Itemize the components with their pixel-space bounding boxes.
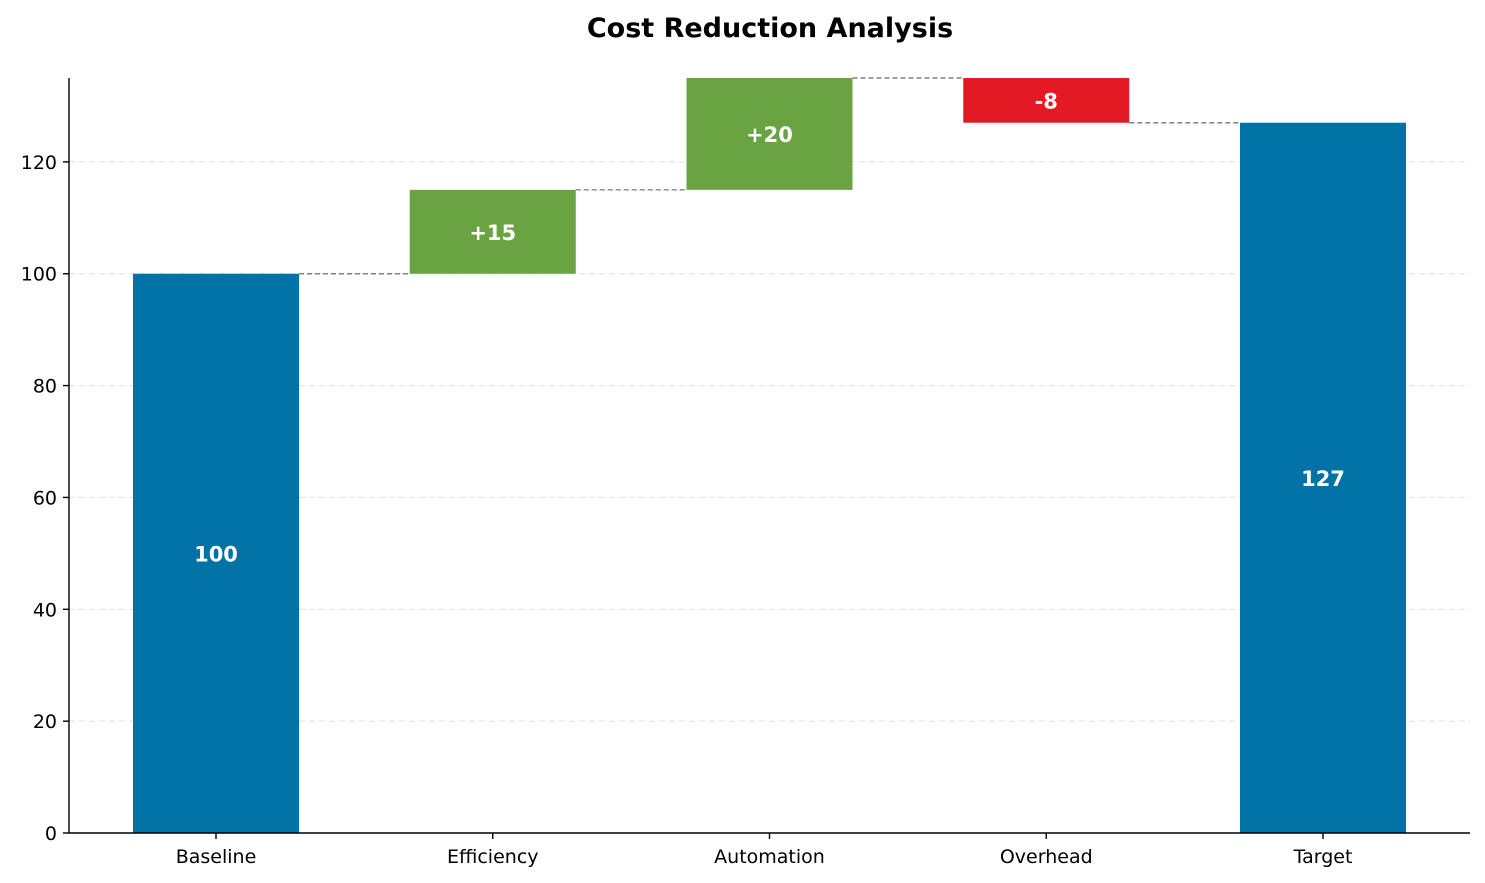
bar-value-label: +15: [469, 221, 516, 245]
y-tick-label: 40: [33, 599, 57, 621]
bar-efficiency: [409, 189, 576, 274]
connector-lines: [299, 77, 1240, 275]
bar-overhead: [963, 78, 1130, 123]
x-tick-label: Overhead: [1000, 846, 1093, 868]
y-tick-label: 20: [33, 711, 57, 733]
chart-title: Cost Reduction Analysis: [587, 13, 953, 44]
y-tick-label: 120: [21, 152, 57, 174]
bars: [133, 78, 1406, 834]
y-tick-label: 0: [45, 823, 57, 845]
bar-value-label: 127: [1301, 467, 1345, 491]
axes: 0 20 40 60 80 100 120 Baseline Efficiency Automat…: [21, 78, 1470, 868]
bar-value-label: 100: [194, 542, 238, 566]
x-tick-label: Target: [1293, 846, 1353, 868]
x-tick-label: Baseline: [176, 846, 257, 868]
bar-target: [1240, 122, 1406, 834]
bar-automation: [686, 78, 853, 190]
y-tick-label: 100: [21, 264, 57, 286]
y-tick-label: 60: [33, 487, 57, 509]
x-tick-label: Automation: [714, 846, 825, 868]
x-tick-label: Efficiency: [447, 846, 539, 868]
bar-baseline: [133, 273, 299, 834]
bar-labels: 100 +15 +20 -8 127: [194, 89, 1345, 566]
bar-value-label: -8: [1035, 89, 1058, 113]
bar-value-label: +20: [746, 123, 793, 147]
y-tick-label: 80: [33, 376, 57, 398]
